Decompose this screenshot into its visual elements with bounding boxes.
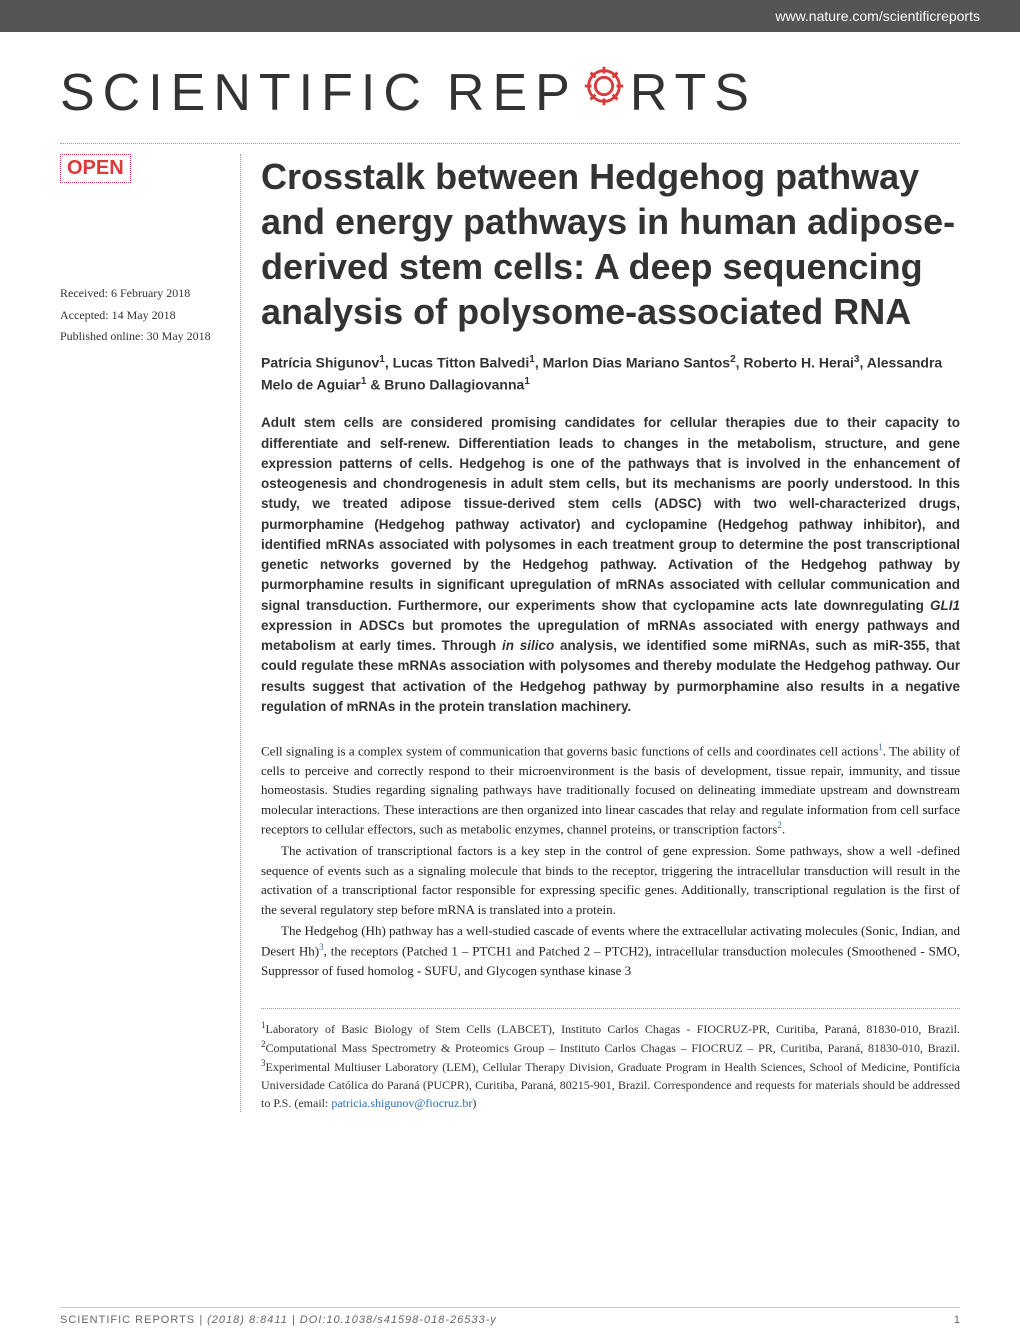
logo-part2: REP [447,63,578,123]
header-url[interactable]: www.nature.com/scientificreports [775,8,980,24]
article-dates: Received: 6 February 2018 Accepted: 14 M… [60,283,220,348]
left-column: OPEN Received: 6 February 2018 Accepted:… [60,154,240,1112]
logo-text: SCIENTIFIC REP RTS [60,62,960,123]
date-received: Received: 6 February 2018 [60,283,220,305]
footer-citation: SCIENTIFIC REPORTS | (2018) 8:8411 | DOI… [60,1314,497,1326]
logo-part3: RTS [630,63,757,123]
authors: Patrícia Shigunov1, Lucas Titton Balvedi… [261,352,960,395]
aff-close: ) [472,1096,476,1110]
date-published: Published online: 30 May 2018 [60,326,220,348]
right-column: Crosstalk between Hedgehog pathway and e… [240,154,960,1112]
footer: SCIENTIFIC REPORTS | (2018) 8:8411 | DOI… [60,1307,960,1326]
date-accepted: Accepted: 14 May 2018 [60,305,220,327]
header-bar: www.nature.com/scientificreports [0,0,1020,32]
body-p1: Cell signaling is a complex system of co… [261,741,960,839]
main-layout: OPEN Received: 6 February 2018 Accepted:… [0,154,1020,1112]
journal-logo: SCIENTIFIC REP RTS [0,32,1020,143]
footer-cite: | (2018) 8:8411 | DOI:10.1038/s41598-018… [195,1314,497,1326]
logo-part1: SCIENTIFIC [60,63,429,123]
body-p3: The Hedgehog (Hh) pathway has a well-stu… [261,921,960,980]
affiliations: 1Laboratory of Basic Biology of Stem Cel… [261,1008,960,1112]
article-title: Crosstalk between Hedgehog pathway and e… [261,154,960,334]
footer-journal: SCIENTIFIC REPORTS [60,1314,195,1326]
open-badge: OPEN [60,154,131,183]
body-text: Cell signaling is a complex system of co… [261,741,960,980]
abstract: Adult stem cells are considered promisin… [261,413,960,717]
page-number: 1 [954,1314,960,1326]
body-p2: The activation of transcriptional factor… [261,841,960,919]
correspondence-email[interactable]: patricia.shigunov@fiocruz.br [331,1096,472,1110]
gear-icon [580,62,628,123]
